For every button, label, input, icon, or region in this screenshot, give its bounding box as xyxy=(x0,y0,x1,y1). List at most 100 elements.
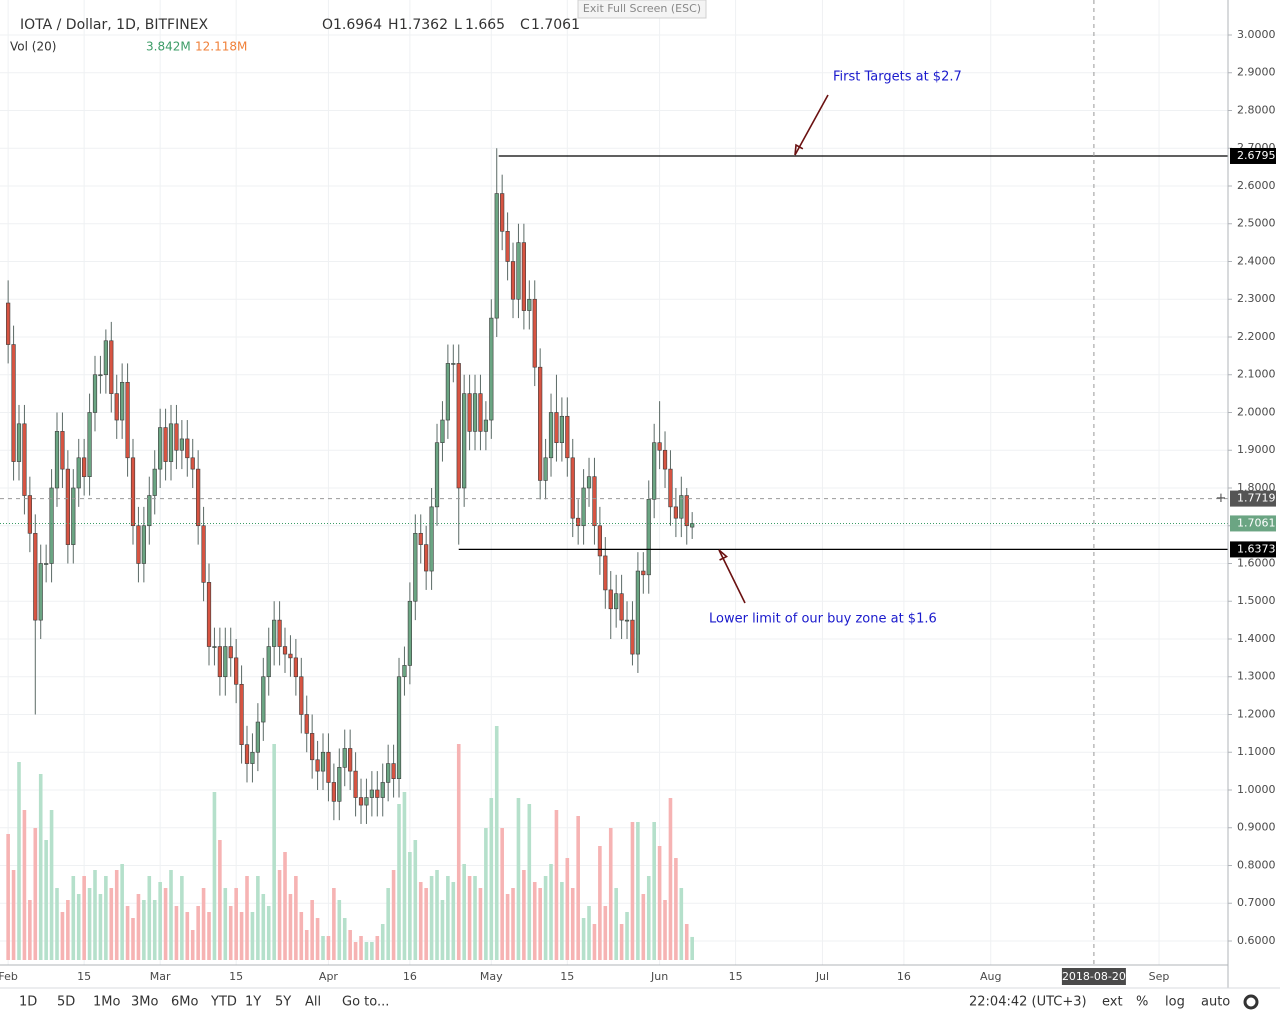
candle-body xyxy=(147,495,152,527)
option-button[interactable]: log xyxy=(1165,995,1185,1010)
settings-icon[interactable] xyxy=(1243,994,1259,1010)
annotation: Lower limit of our buy zone at $1.6 xyxy=(709,612,937,627)
volume-bar xyxy=(652,822,656,960)
candle-body xyxy=(76,457,81,489)
y-tick-label: 2.1000 xyxy=(1237,368,1276,381)
volume-bar xyxy=(218,840,222,960)
candle-body xyxy=(358,797,364,806)
range-button[interactable]: 5Y xyxy=(275,995,291,1010)
range-button[interactable]: 5D xyxy=(57,995,75,1010)
volume-bar xyxy=(294,876,298,960)
candle-body xyxy=(619,593,624,621)
volume-bar xyxy=(440,900,445,960)
volume-bar xyxy=(283,852,287,960)
range-button[interactable]: 6Mo xyxy=(171,995,198,1010)
candle-body xyxy=(429,506,434,572)
candle-body xyxy=(369,789,374,798)
volume-bar xyxy=(266,906,271,960)
candle-body xyxy=(27,495,32,534)
volume-bar xyxy=(299,912,304,960)
volume-bar xyxy=(484,828,488,960)
candle-body xyxy=(494,193,499,319)
volume-bar xyxy=(174,906,179,960)
ohlc-value: 1.7362 xyxy=(399,17,448,33)
candle-body xyxy=(130,457,136,527)
range-button[interactable]: All xyxy=(305,995,321,1010)
ohlc-label: L xyxy=(454,17,462,33)
range-button[interactable]: 3Mo xyxy=(131,995,158,1010)
candle-body xyxy=(250,751,255,764)
volume-bar xyxy=(304,930,309,960)
candle-body xyxy=(244,744,250,764)
volume-bar xyxy=(239,912,244,960)
candle-body xyxy=(668,468,673,508)
range-button[interactable]: 1D xyxy=(19,995,37,1010)
candle-body xyxy=(98,374,103,377)
candle-body xyxy=(152,468,157,496)
volume-bar xyxy=(212,792,217,960)
volume-bar xyxy=(223,888,228,960)
y-tick-label: 1.5000 xyxy=(1237,594,1276,607)
volume-bar xyxy=(456,744,461,960)
candle-body xyxy=(538,366,543,481)
candle-body xyxy=(168,423,174,462)
option-button[interactable]: ext xyxy=(1102,995,1123,1010)
volume-bar xyxy=(489,798,494,960)
candle-body xyxy=(109,340,114,394)
candle-body xyxy=(38,563,43,621)
volume-bar xyxy=(109,888,114,960)
candle-body xyxy=(163,427,168,462)
y-tick-label: 3.0000 xyxy=(1237,28,1276,41)
volume-bar xyxy=(33,828,38,960)
option-button[interactable]: % xyxy=(1136,995,1148,1010)
range-button[interactable]: YTD xyxy=(210,995,237,1010)
volume-bar xyxy=(114,870,119,960)
candle-body xyxy=(565,415,570,459)
candle-body xyxy=(386,763,391,783)
volume-bar xyxy=(332,888,336,960)
candle-body xyxy=(478,393,483,432)
volume-bar xyxy=(473,876,477,960)
volume-bar xyxy=(402,792,407,960)
option-button[interactable]: auto xyxy=(1201,995,1230,1010)
volume-bar xyxy=(147,876,152,960)
support-level-tag xyxy=(1230,541,1276,558)
volume-bar xyxy=(630,822,635,960)
candle-body xyxy=(673,506,678,519)
goto-button[interactable]: Go to... xyxy=(342,995,389,1010)
candle-body xyxy=(586,476,592,489)
candle-body xyxy=(310,733,315,761)
target-level-tag-label: 2.6795 xyxy=(1237,149,1276,162)
candle-body xyxy=(505,230,510,262)
exit-button[interactable] xyxy=(577,0,707,19)
candle-body xyxy=(141,525,146,564)
volume-bar xyxy=(152,900,157,960)
candle-body xyxy=(559,415,564,443)
y-tick-label: 2.6000 xyxy=(1237,179,1276,192)
volume-bar xyxy=(462,864,466,960)
range-button[interactable]: 1Mo xyxy=(93,995,120,1010)
y-tick-label: 2.2000 xyxy=(1237,330,1276,343)
y-tick-label: 1.1000 xyxy=(1237,745,1276,758)
candle-body xyxy=(483,419,488,432)
candle-body xyxy=(266,646,271,678)
volume-bar xyxy=(185,912,190,960)
annotation: First Targets at $2.7 xyxy=(833,70,962,85)
candle-body xyxy=(472,393,478,432)
x-tick-label: Apr xyxy=(319,970,339,983)
candle-body xyxy=(282,646,288,655)
candle-body xyxy=(120,381,125,421)
volume-bar xyxy=(560,882,564,960)
last-price-tag xyxy=(1230,515,1276,532)
range-button[interactable]: 1Y xyxy=(245,995,261,1010)
candle-body xyxy=(445,363,450,421)
y-tick-label: 1.3000 xyxy=(1237,670,1276,683)
volume-bar xyxy=(93,870,97,960)
volume-bar xyxy=(87,888,92,960)
candle-body xyxy=(185,438,190,459)
crosshair-date-tag xyxy=(1061,968,1126,985)
candle-body xyxy=(646,499,651,576)
candle-body xyxy=(548,412,554,459)
y-tick-label: 0.8000 xyxy=(1237,858,1276,871)
crosshair-tag xyxy=(1230,490,1276,507)
